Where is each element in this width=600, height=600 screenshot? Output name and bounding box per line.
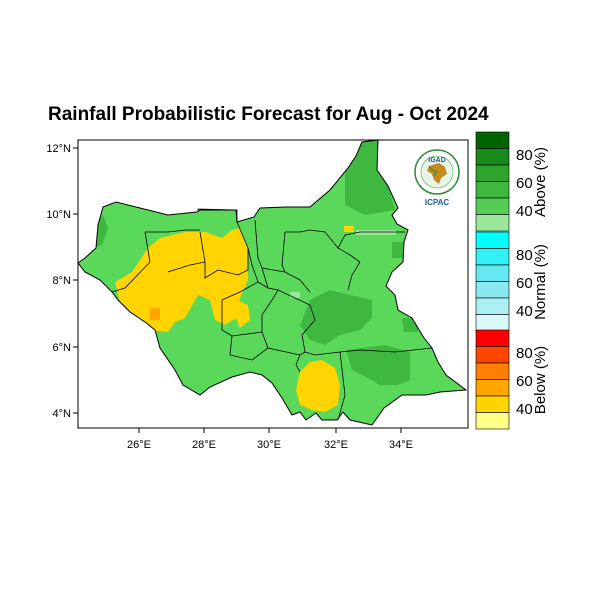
colorbar-label-normal: 80 bbox=[516, 247, 533, 264]
above-light-patch2 bbox=[290, 292, 300, 298]
colorbar-swatch-above bbox=[475, 148, 510, 166]
above-zone-north bbox=[345, 140, 395, 215]
colorbar-label-below: 40 bbox=[516, 401, 533, 418]
icpac-logo: IGAD ICPAC bbox=[414, 149, 460, 207]
colorbar-swatch-normal bbox=[475, 297, 510, 315]
colorbar-label-normal: 60 bbox=[516, 275, 533, 292]
lon-tick-label: 26°E bbox=[127, 439, 151, 451]
colorbar-swatch-below bbox=[475, 379, 510, 397]
colorbar-label-above: 80 bbox=[516, 147, 533, 164]
above-light-patch bbox=[356, 230, 396, 235]
colorbar-swatch-normal bbox=[475, 314, 510, 332]
state-boundaries bbox=[111, 219, 433, 421]
lat-tick-label: 6°N bbox=[53, 342, 72, 354]
below-zone-small bbox=[344, 226, 354, 232]
colorbar-swatch-normal bbox=[475, 264, 510, 282]
below-zone-center bbox=[236, 300, 250, 328]
below-zone-south bbox=[296, 360, 340, 412]
above-zone-east2 bbox=[346, 345, 410, 385]
longitude-axis: 26°E 28°E 30°E 32°E 34°E bbox=[127, 428, 413, 451]
lat-tick-label: 8°N bbox=[53, 275, 72, 287]
logo-top-text: IGAD bbox=[428, 157, 446, 164]
lat-tick-label: 4°N bbox=[53, 408, 72, 420]
logo-bottom-text: ICPAC bbox=[425, 198, 450, 207]
colorbar-label-below: 80 bbox=[516, 345, 533, 362]
colorbar-label-normal: 40 bbox=[516, 303, 533, 320]
lon-tick-label: 34°E bbox=[389, 439, 413, 451]
latitude-axis: 12°N 10°N 8°N 6°N 4°N bbox=[46, 143, 78, 420]
colorbar-swatch-normal bbox=[475, 248, 510, 266]
colorbar-swatch-above bbox=[475, 131, 510, 149]
colorbar-swatch-normal bbox=[475, 281, 510, 299]
above-zone-east bbox=[300, 290, 372, 345]
colorbar-swatch-below bbox=[475, 329, 510, 347]
colorbar-label-below: 60 bbox=[516, 373, 533, 390]
colorbar-swatch-below bbox=[475, 362, 510, 380]
colorbar-swatch-normal bbox=[475, 231, 510, 249]
below-zone-west bbox=[115, 228, 248, 332]
colorbar-label-above: 60 bbox=[516, 175, 533, 192]
map-title: Rainfall Probabilistic Forecast for Aug … bbox=[48, 104, 489, 125]
lon-tick-label: 28°E bbox=[192, 439, 216, 451]
above-zone-ne bbox=[392, 242, 404, 258]
colorbar-label-above: 40 bbox=[516, 203, 533, 220]
colorbar-swatch-above bbox=[475, 197, 510, 215]
colorbar-swatch-below bbox=[475, 412, 510, 430]
colorbar-title-below: Below (%) bbox=[532, 346, 549, 414]
colorbar-title-normal: Normal (%) bbox=[532, 244, 549, 320]
lon-tick-label: 30°E bbox=[257, 439, 281, 451]
below-orange-spot bbox=[150, 308, 160, 320]
colorbar-swatch-above bbox=[475, 164, 510, 182]
africa-map-icon bbox=[427, 163, 447, 184]
lat-tick-label: 10°N bbox=[46, 209, 71, 221]
colorbar-swatch-above bbox=[475, 181, 510, 199]
lon-tick-label: 32°E bbox=[324, 439, 348, 451]
colorbar-swatch-below bbox=[475, 395, 510, 413]
colorbar-title-above: Above (%) bbox=[532, 147, 549, 217]
lat-tick-label: 12°N bbox=[46, 143, 71, 155]
colorbar-swatch-above bbox=[475, 214, 510, 232]
colorbar-swatch-below bbox=[475, 346, 510, 364]
